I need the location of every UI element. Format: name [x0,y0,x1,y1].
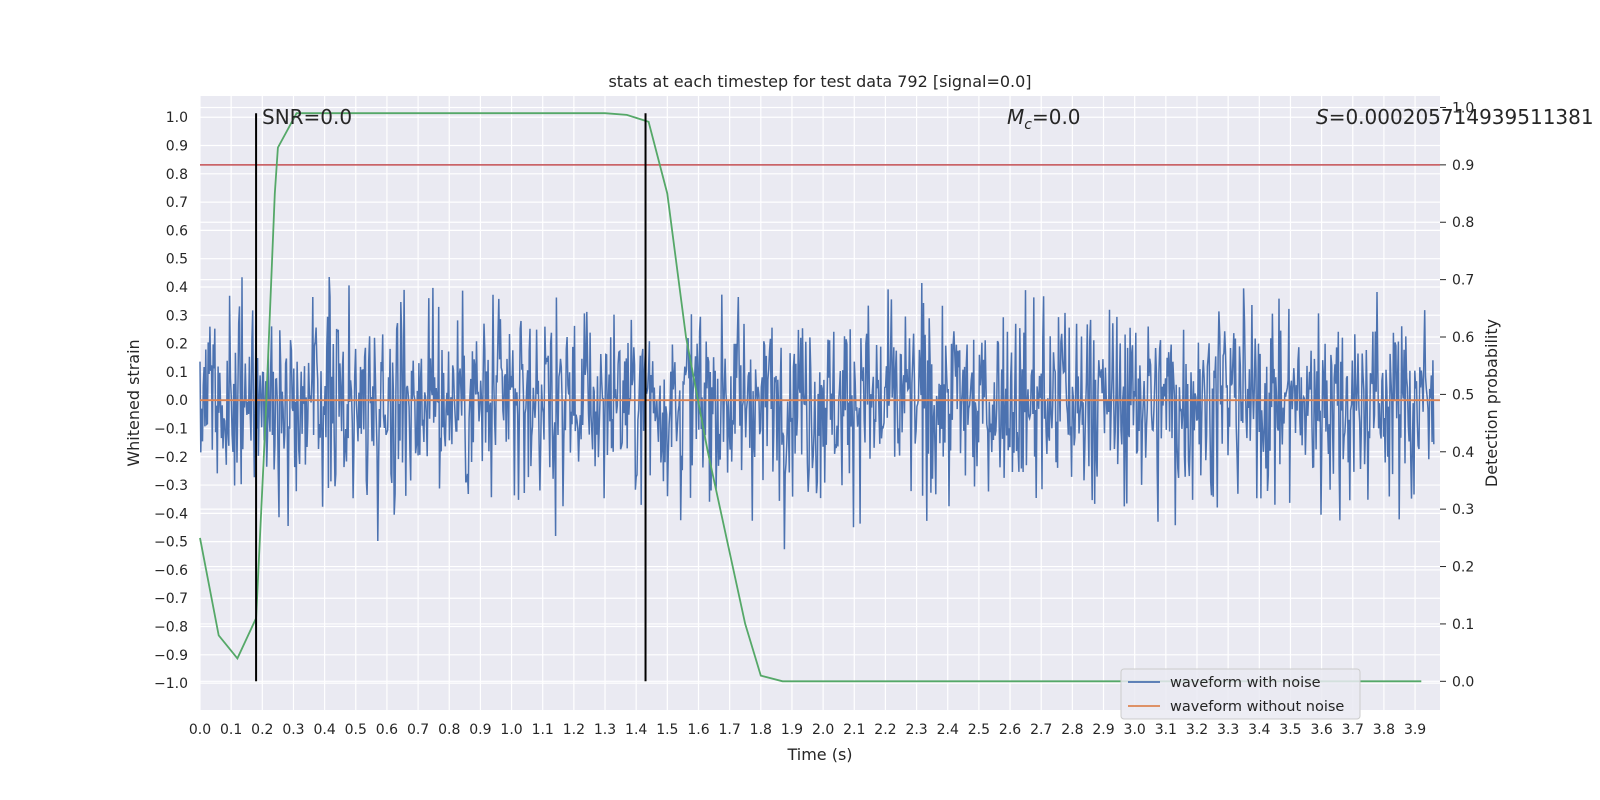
x-tick-label: 0.5 [345,722,367,738]
x-tick-label: 3.3 [1217,722,1239,738]
x-tick-label: 2.8 [1061,722,1083,738]
x-tick-label: 2.6 [999,722,1021,738]
y-tick-label-left: −0.6 [154,563,188,579]
x-tick-label: 3.1 [1155,722,1177,738]
detection-probability-line [199,112,1422,683]
y-tick-label-left: −0.7 [154,591,188,607]
x-tick-label: 1.8 [750,722,772,738]
chirp-mass-annotation: Mc=0.0 [1007,105,1081,133]
y-tick-label-left: −0.3 [154,478,188,494]
x-tick-label: 2.4 [937,722,959,738]
x-tick-label: 3.8 [1373,722,1395,738]
y-axis-label-left: Whitened strain [124,339,143,466]
y-tick-label-left: 0.0 [166,393,188,409]
y-tick-label-left: 0.5 [166,252,188,268]
x-tick-label: 1.4 [625,722,647,738]
x-axis-label: Time (s) [786,745,852,764]
y-tick-label-left: 0.2 [166,337,188,353]
y-axis-label-right: Detection probability [1482,319,1501,487]
y-tick-label-right: 0.3 [1452,502,1474,518]
y-tick-label-left: −0.1 [154,421,188,437]
chart-title: stats at each timestep for test data 792… [608,72,1031,91]
x-tick-label: 1.3 [594,722,616,738]
y-tick-label-left: −0.8 [154,620,188,636]
x-tick-label: 2.2 [874,722,896,738]
y-tick-label-left: −0.5 [154,535,188,551]
y-tick-label-left: −0.4 [154,506,188,522]
y-tick-label-right: 1.0 [1452,100,1474,116]
y-tick-label-left: 1.0 [166,110,188,126]
x-tick-label: 3.5 [1279,722,1301,738]
x-tick-label: 0.1 [220,722,242,738]
x-tick-label: 3.6 [1310,722,1332,738]
y-tick-label-right: 0.8 [1452,215,1474,231]
y-tick-label-right: 0.4 [1452,445,1474,461]
x-tick-label: 2.1 [843,722,865,738]
y-tick-label-right: 0.0 [1452,674,1474,690]
y-tick-label-left: 0.1 [166,365,188,381]
x-tick-label: 1.9 [781,722,803,738]
x-tick-label: 1.5 [656,722,678,738]
y-tick-label-left: −0.9 [154,648,188,664]
y-tick-label-left: 0.3 [166,308,188,324]
x-tick-label: 2.7 [1030,722,1052,738]
x-tick-label: 0.6 [376,722,398,738]
spin-annotation: S=0.000205714939511381 [1316,105,1594,129]
x-tick-label: 0.8 [438,722,460,738]
waveform-with-noise-line [199,276,1435,550]
x-tick-label: 2.3 [905,722,927,738]
x-tick-label: 3.7 [1342,722,1364,738]
y-tick-label-right: 0.6 [1452,330,1474,346]
x-tick-label: 0.2 [251,722,273,738]
x-tick-label: 1.1 [532,722,554,738]
x-tick-label: 1.6 [687,722,709,738]
x-tick-label: 2.9 [1092,722,1114,738]
x-tick-label: 2.0 [812,722,834,738]
waveform-with-noise-series [199,276,1435,550]
y-tick-label-left: −0.2 [154,450,188,466]
y-tick-label-right: 0.9 [1452,158,1474,174]
y-tick-label-left: 0.6 [166,223,188,239]
y-tick-label-right: 0.7 [1452,273,1474,289]
y-tick-label-left: 0.4 [166,280,188,296]
y-tick-label-left: 0.9 [166,139,188,155]
x-tick-label: 0.0 [189,722,211,738]
legend-label-noise: waveform with noise [1170,675,1321,691]
x-tick-label: 1.2 [563,722,585,738]
y-tick-label-right: 0.1 [1452,617,1474,633]
x-tick-label: 0.7 [407,722,429,738]
tick-labels: 0.0 0.1 0.2 0.3 0.4 0.5 0.6 0.7 0.8 0.9 1.0 1.1 1.2 1… [154,100,1474,738]
x-tick-label: 0.3 [282,722,304,738]
x-tick-label: 0.4 [313,722,335,738]
x-tick-label: 0.9 [469,722,491,738]
y-tick-label-left: 0.7 [166,195,188,211]
snr-annotation: SNR=0.0 [262,105,352,129]
y-tick-label-right: 0.2 [1452,560,1474,576]
x-tick-label: 2.5 [968,722,990,738]
x-tick-label: 1.0 [500,722,522,738]
x-tick-label: 1.7 [719,722,741,738]
y-tick-label-left: −1.0 [154,676,188,692]
legend-box [1120,668,1361,720]
lines-layer [199,112,1440,683]
y-tick-label-right: 0.5 [1452,387,1474,403]
x-tick-label: 3.4 [1248,722,1270,738]
x-tick-label: 3.2 [1186,722,1208,738]
x-tick-label: 3.9 [1404,722,1426,738]
y-tick-label-left: 0.8 [166,167,188,183]
x-tick-label: 3.0 [1124,722,1146,738]
legend: waveform with noise waveform without noi… [1120,668,1361,720]
legend-label-clean: waveform without noise [1170,699,1344,715]
